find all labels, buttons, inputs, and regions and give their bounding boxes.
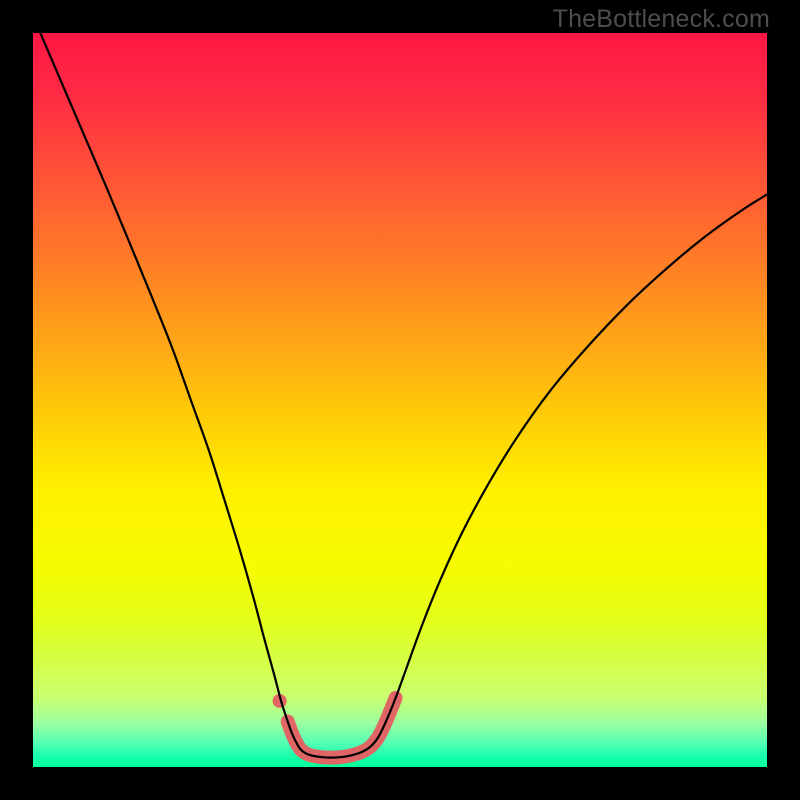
bottleneck-curve [40,33,767,758]
curve-layer [0,0,800,800]
highlight-segment [288,698,396,758]
watermark-text: TheBottleneck.com [553,5,770,34]
chart-stage: TheBottleneck.com [0,0,800,800]
